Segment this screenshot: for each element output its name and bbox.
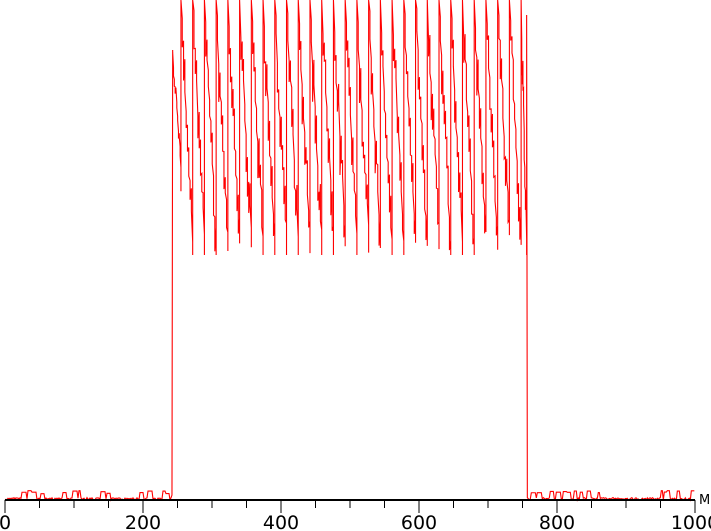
x-axis-tick-label: 400 bbox=[263, 512, 299, 531]
x-axis-tick-label: 600 bbox=[401, 512, 437, 531]
series-line-signal bbox=[4, 0, 695, 502]
x-axis-tick-labels: 0 200 400 600 800 1000 bbox=[0, 512, 711, 531]
data-series-signal bbox=[4, 0, 695, 502]
x-axis-tick-label: 800 bbox=[539, 512, 575, 531]
x-axis-tick-label: 0 bbox=[0, 512, 11, 531]
x-axis-unit-label: MC bbox=[699, 493, 711, 508]
x-axis bbox=[4, 499, 696, 513]
x-axis-tick-label: 1000 bbox=[671, 512, 711, 531]
x-axis-tick-label: 200 bbox=[125, 512, 161, 531]
